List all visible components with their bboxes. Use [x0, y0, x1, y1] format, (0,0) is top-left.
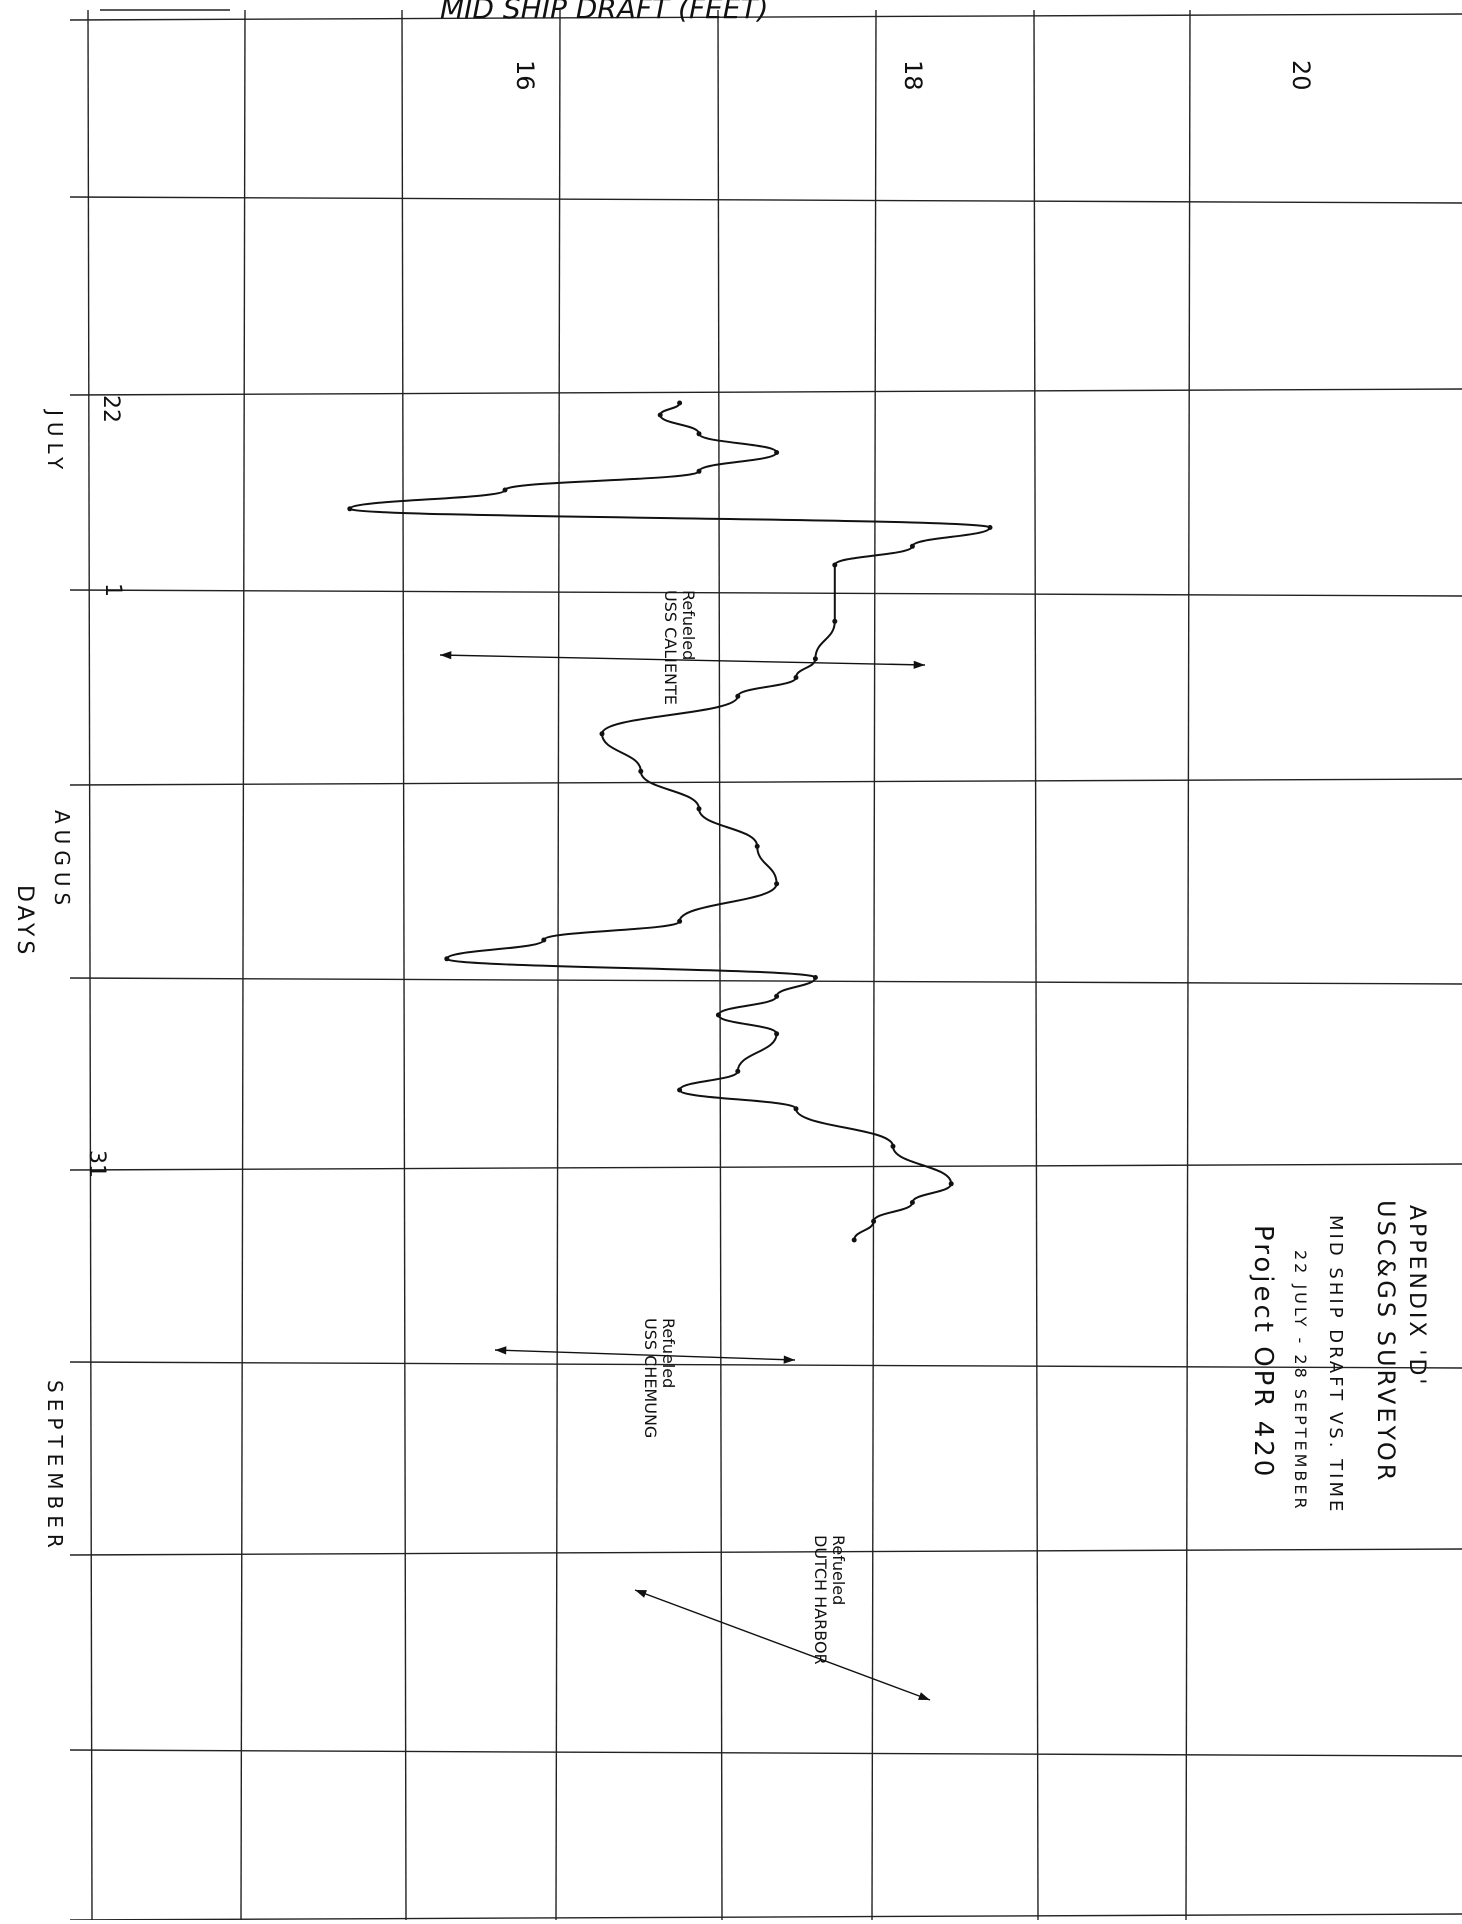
data-point: [347, 506, 353, 512]
data-point: [987, 525, 993, 530]
data-point: [502, 487, 508, 493]
refuel-note-line1: Refueled: [679, 590, 698, 660]
info-subtitle: MID SHIP DRAFT VS. TIME: [1325, 1215, 1346, 1514]
grid-hline: [69, 1361, 1462, 1369]
info-block: APPENDIX 'D'USC&GS SURVEYOR MID SHIP DRAF…: [1248, 1200, 1429, 1514]
refuel-note-line1: Refueled: [829, 1535, 848, 1605]
grid-vline: [1033, 9, 1039, 1921]
arrow-head: [635, 1590, 647, 1598]
grid-hline: [69, 589, 1462, 597]
month-label: JULY: [43, 408, 67, 475]
data-point: [599, 731, 605, 737]
info-date-range: 22 JULY - 28 SEPTEMBER: [1291, 1250, 1310, 1512]
data-point: [677, 400, 683, 406]
refuel-note-line2: DUTCH HARBOR: [811, 1535, 830, 1665]
data-point: [735, 1068, 741, 1074]
value-tick-label: 18: [899, 60, 927, 91]
grid-vline: [1185, 9, 1191, 1921]
grid-hline: [69, 1749, 1462, 1757]
data-point: [774, 993, 780, 999]
data-point: [774, 881, 780, 887]
data-point: [774, 1031, 780, 1037]
value-tick-label: 20: [1287, 60, 1315, 91]
grid-hline: [69, 778, 1462, 786]
chart-marks: [347, 400, 993, 1243]
data-point: [909, 543, 915, 549]
grid-hline: [69, 977, 1462, 985]
data-point: [851, 1237, 857, 1243]
grid-vline: [87, 9, 93, 1921]
data-point: [677, 1087, 683, 1093]
data-point: [696, 806, 702, 812]
refuel-note-line1: Refueled: [659, 1318, 678, 1388]
data-point: [715, 1012, 721, 1018]
grid-hline: [69, 1913, 1462, 1921]
refuel-arrow: [439, 654, 926, 666]
data-point: [812, 975, 818, 980]
data-point: [948, 1181, 954, 1187]
grid-vline: [240, 9, 246, 1921]
info-ship-name: USC&GS SURVEYOR: [1372, 1200, 1400, 1483]
grid-vline: [717, 9, 723, 1921]
grid-hline: [69, 1163, 1462, 1171]
draft-series-line: [348, 402, 992, 1241]
data-point: [696, 431, 702, 437]
grid-hline: [69, 388, 1462, 396]
grid-vline: [555, 9, 561, 1921]
data-point: [638, 768, 644, 774]
refuel-arrow: [494, 1349, 796, 1361]
grid-hline: [69, 196, 1462, 204]
info-appendix: APPENDIX 'D': [1404, 1205, 1429, 1387]
info-project: Project OPR 420: [1248, 1225, 1278, 1479]
chart-grid: [69, 9, 1462, 1921]
data-point: [871, 1218, 877, 1224]
arrow-head: [913, 660, 925, 669]
data-point: [677, 918, 683, 924]
data-point: [890, 1143, 896, 1149]
data-point: [657, 412, 663, 418]
refuel-arrow: [634, 1589, 931, 1701]
arrow-head: [440, 651, 452, 660]
data-point: [812, 656, 818, 662]
grid-hline: [69, 13, 1462, 21]
data-point: [793, 675, 799, 680]
data-point: [754, 843, 760, 849]
value-tick-label: 16: [511, 60, 539, 91]
grid-vline: [401, 9, 407, 1921]
data-point: [832, 562, 838, 568]
data-point: [832, 618, 838, 624]
refuel-note-line2: USS CALIENTE: [661, 590, 680, 705]
arrow-head: [783, 1355, 795, 1364]
time-tick-label: 31: [84, 1150, 109, 1178]
x-axis-label: DAYS: [12, 885, 37, 958]
data-point: [735, 693, 741, 699]
refuel-note-line2: USS CHEMUNG: [641, 1318, 660, 1438]
data-point: [444, 956, 450, 962]
month-label: AUGUS: [50, 810, 74, 911]
time-tick-label: 22: [98, 395, 123, 423]
arrow-head: [495, 1346, 507, 1355]
data-point: [696, 468, 702, 474]
data-point: [541, 937, 547, 943]
chart-title: MID SHIP DRAFT (FEET): [440, 0, 768, 25]
chart-axis-labels: MID SHIP DRAFT (FEET) 16 18 20 22 1 31 JULY AUGU…: [12, 0, 1315, 1554]
data-point: [774, 450, 780, 455]
arrow-head: [918, 1692, 930, 1700]
month-label: SEPTEMBER: [43, 1380, 67, 1554]
grid-hline: [69, 1548, 1462, 1556]
data-point: [909, 1200, 915, 1205]
time-tick-label: 1: [100, 583, 125, 597]
grid-vline: [871, 9, 877, 1921]
data-point: [793, 1106, 799, 1112]
